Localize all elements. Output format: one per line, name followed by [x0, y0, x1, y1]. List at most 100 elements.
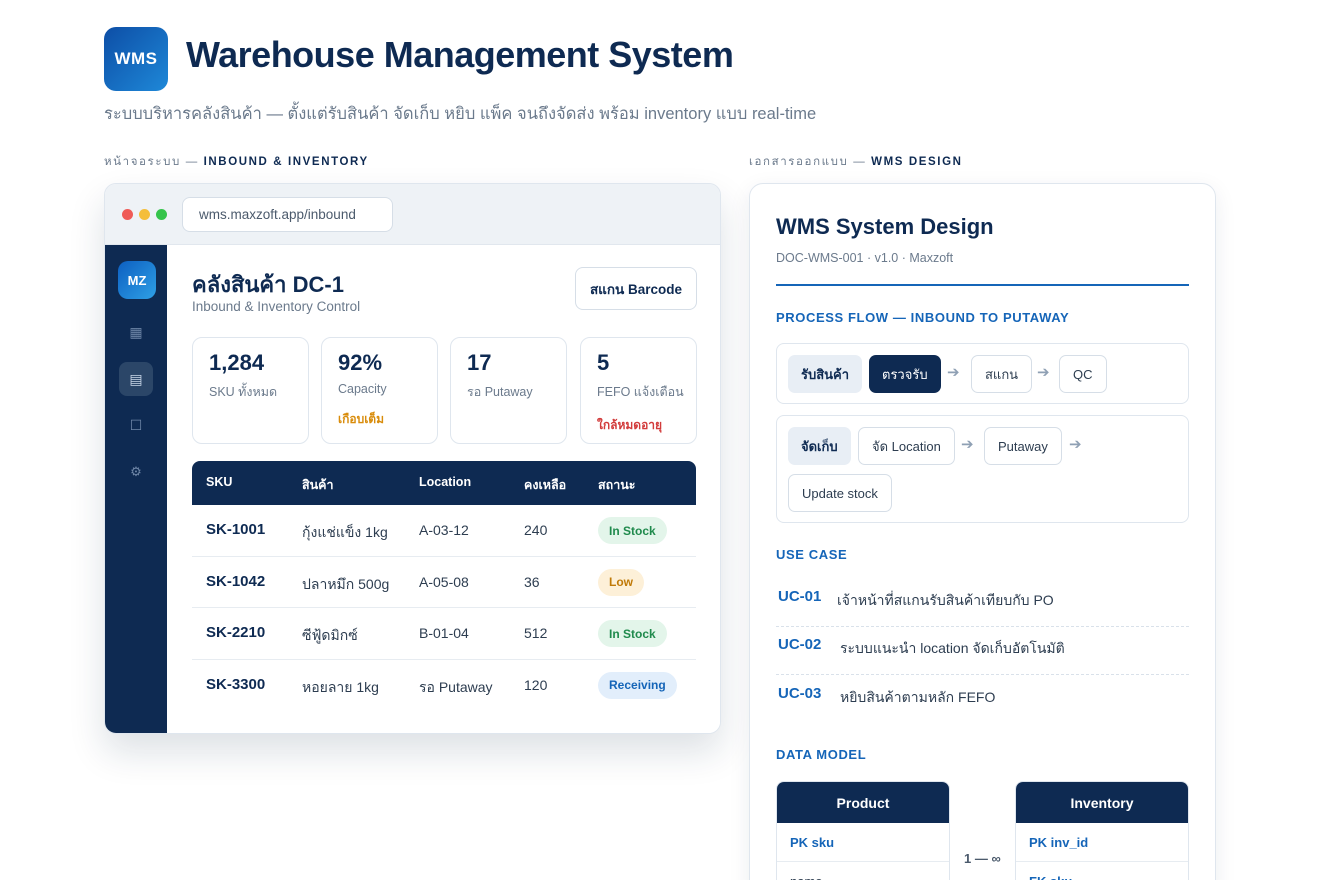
stat-card-fefo: 5 FEFO แจ้งเตือน ใกล้หมดอายุ: [580, 337, 697, 444]
sidebar: MZ ▦ ▤ ☐ ⚙: [105, 245, 167, 733]
doc-title: WMS System Design: [776, 214, 994, 239]
usecase-id: UC-02: [778, 636, 822, 653]
maximize-window-dot[interactable]: [156, 209, 167, 220]
flow-step-lead: จัดเก็บ: [788, 427, 851, 465]
minimize-window-dot[interactable]: [139, 209, 150, 220]
status-badge: Low: [598, 568, 644, 596]
stat-card-sku: 1,284 SKU ทั้งหมด: [192, 337, 309, 444]
grid-icon[interactable]: ▦: [129, 323, 143, 340]
window-titlebar: wms.maxzoft.app/inbound: [105, 184, 720, 245]
cell-product: หอยลาย 1kg: [302, 678, 379, 695]
stat-value: 1,284: [209, 350, 265, 375]
col-header-location[interactable]: Location: [419, 475, 472, 489]
stat-value: 17: [467, 350, 492, 375]
cell-qty: 36: [524, 573, 540, 590]
stat-value: 92%: [338, 350, 383, 375]
entity-field-pk: PK sku: [777, 823, 949, 862]
flow-step: Update stock: [788, 474, 892, 512]
design-document: WMS System Design DOC-WMS-001 · v1.0 · M…: [749, 183, 1216, 880]
flow-step: QC: [1059, 355, 1107, 393]
box-icon[interactable]: ☐: [129, 416, 143, 433]
stat-label: รอ Putaway: [467, 385, 533, 399]
scan-barcode-button[interactable]: สแกน Barcode: [575, 267, 697, 310]
address-bar[interactable]: wms.maxzoft.app/inbound: [182, 197, 393, 232]
entity-field-pk: PK inv_id: [1016, 823, 1188, 862]
app-window: wms.maxzoft.app/inbound MZ ▦ ▤ ☐ ⚙ คลังส…: [104, 183, 721, 734]
inventory-table: SKU สินค้า Location คงเหลือ สถานะ SK-100…: [192, 461, 696, 711]
stat-label: FEFO แจ้งเตือน: [597, 385, 684, 399]
right-section-label-strong: WMS DESIGN: [871, 156, 963, 168]
list-icon[interactable]: ▤: [119, 362, 153, 396]
cell-qty: 512: [524, 625, 548, 641]
right-section-label: เอกสารออกแบบ — WMS DESIGN: [749, 153, 963, 171]
cell-sku: SK-2210: [206, 624, 266, 641]
usecase-id: UC-03: [778, 685, 822, 702]
stat-label: SKU ทั้งหมด: [209, 385, 278, 399]
col-header-product[interactable]: สินค้า: [302, 478, 334, 492]
flow-step: ตรวจรับ: [869, 355, 941, 393]
stat-value: 5: [597, 350, 610, 375]
status-badge: Receiving: [598, 671, 677, 699]
col-header-sku[interactable]: SKU: [206, 475, 233, 489]
doc-meta: DOC-WMS-001 · v1.0 · Maxzoft: [776, 251, 954, 265]
col-header-status[interactable]: สถานะ: [598, 478, 636, 492]
entity-field-fk: FK sku: [1016, 862, 1188, 880]
doc-divider: [776, 284, 1189, 286]
left-section-label-strong: INBOUND & INVENTORY: [203, 156, 369, 168]
right-section-label-prefix: เอกสารออกแบบ —: [749, 156, 872, 168]
cell-sku: SK-3300: [206, 675, 266, 693]
table-row[interactable]: SK-3300 หอยลาย 1kg รอ Putaway 120 Receiv…: [192, 660, 696, 712]
stat-card-capacity: 92% Capacity เกือบเต็ม: [321, 337, 438, 444]
status-badge: In Stock: [598, 620, 667, 647]
stat-label: Capacity: [338, 382, 387, 396]
table-row[interactable]: SK-1042 ปลาหมึก 500g A-05-08 36 Low: [192, 557, 696, 608]
stat-note-warning: เกือบเต็ม: [338, 412, 384, 426]
page-subtitle: ระบบบริหารคลังสินค้า — ตั้งแต่รับสินค้า …: [104, 105, 817, 123]
cell-sku: SK-1042: [206, 572, 266, 590]
flow-step: สแกน: [971, 355, 1033, 393]
flow-step: จัด Location: [858, 427, 955, 465]
entity-field: name: [777, 862, 949, 880]
cell-location: A-03-12: [419, 522, 469, 538]
gear-icon[interactable]: ⚙: [130, 464, 142, 479]
sidebar-logo[interactable]: MZ: [118, 261, 156, 299]
usecase-heading: USE CASE: [776, 547, 848, 562]
left-section-label-prefix: หน้าจอระบบ —: [104, 156, 204, 168]
cell-qty: 120: [524, 676, 548, 693]
arrow-right-icon: ➔: [947, 364, 960, 381]
relation-label: 1 — ∞: [964, 851, 1001, 866]
flow-step-lead: รับสินค้า: [788, 355, 863, 393]
usecase-text: เจ้าหน้าที่สแกนรับสินค้าเทียบกับ PO: [837, 592, 1054, 608]
flow-step: Putaway: [984, 427, 1062, 465]
cell-product: กุ้งแช่แข็ง 1kg: [302, 524, 388, 540]
cell-product: ซีฟู้ดมิกซ์: [302, 627, 358, 643]
close-window-dot[interactable]: [122, 209, 133, 220]
cell-location: A-05-08: [419, 573, 469, 590]
status-badge: In Stock: [598, 517, 667, 544]
warehouse-title: คลังสินค้า DC-1: [192, 272, 344, 297]
cell-location: B-01-04: [419, 625, 469, 641]
table-row[interactable]: SK-2210 ซีฟู้ดมิกซ์ B-01-04 512 In Stock: [192, 608, 696, 660]
table-row[interactable]: SK-1001 กุ้งแช่แข็ง 1kg A-03-12 240 In S…: [192, 505, 696, 557]
warehouse-subtitle: Inbound & Inventory Control: [192, 299, 361, 314]
entity-name: Product: [777, 782, 949, 823]
flow-putaway: จัดเก็บ จัด Location ➔ Putaway ➔ Update …: [776, 415, 1189, 523]
main-content: คลังสินค้า DC-1 Inbound & Inventory Cont…: [167, 245, 720, 733]
usecase-text: หยิบสินค้าตามหลัก FEFO: [840, 689, 996, 705]
arrow-right-icon: ➔: [1069, 436, 1082, 453]
entity-product: Product PK sku name: [776, 781, 950, 880]
table-header: SKU สินค้า Location คงเหลือ สถานะ: [192, 461, 696, 505]
process-flow-heading: PROCESS FLOW — INBOUND TO PUTAWAY: [776, 310, 1070, 325]
entity-inventory: Inventory PK inv_id FK sku: [1015, 781, 1189, 880]
wms-logo: WMS: [104, 27, 168, 91]
arrow-right-icon: ➔: [1037, 364, 1050, 381]
cell-product: ปลาหมึก 500g: [302, 575, 390, 592]
cell-location: รอ Putaway: [419, 678, 493, 695]
entity-name: Inventory: [1016, 782, 1188, 823]
col-header-qty[interactable]: คงเหลือ: [524, 478, 567, 492]
stat-card-putaway: 17 รอ Putaway: [450, 337, 567, 444]
left-section-label: หน้าจอระบบ — INBOUND & INVENTORY: [104, 153, 369, 171]
usecase-id: UC-01: [778, 588, 822, 605]
cell-qty: 240: [524, 522, 548, 538]
stat-note-alert: ใกล้หมดอายุ: [597, 418, 663, 432]
